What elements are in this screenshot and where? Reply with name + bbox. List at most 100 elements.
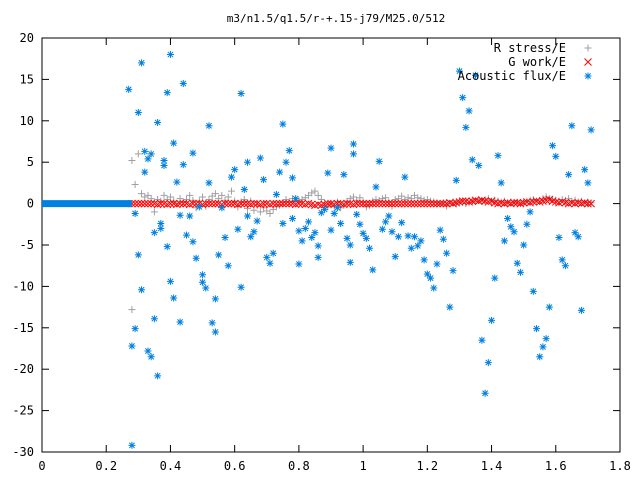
data-point	[574, 233, 582, 241]
data-point	[231, 166, 239, 174]
data-point	[529, 287, 537, 295]
data-point	[452, 176, 460, 184]
x-tick-label: 0.8	[288, 459, 310, 473]
data-point	[433, 260, 441, 268]
data-point	[144, 199, 152, 208]
data-point	[349, 140, 357, 148]
data-point	[488, 316, 496, 324]
data-point	[215, 251, 223, 259]
data-point	[128, 441, 136, 449]
data-point	[150, 208, 158, 216]
legend-label: R stress/E	[494, 41, 566, 55]
data-point	[160, 162, 168, 170]
data-point	[179, 161, 187, 169]
data-point	[443, 249, 451, 257]
data-point	[144, 155, 152, 163]
data-point	[237, 283, 245, 291]
data-point	[523, 197, 531, 205]
data-point	[577, 306, 585, 314]
data-point	[250, 199, 258, 208]
data-point	[352, 199, 361, 208]
data-point	[520, 241, 528, 249]
data-point	[472, 197, 479, 205]
data-point	[189, 149, 197, 157]
data-point	[163, 243, 171, 251]
data-point	[375, 199, 384, 208]
data-point	[391, 195, 399, 203]
data-point	[156, 199, 165, 208]
data-point	[263, 253, 271, 261]
data-point	[221, 199, 229, 208]
data-point	[420, 256, 428, 264]
data-point	[266, 259, 274, 267]
data-point	[343, 199, 351, 208]
data-point	[407, 199, 416, 208]
data-point	[581, 166, 589, 174]
y-tick-label: -5	[20, 238, 34, 252]
data-point	[176, 318, 184, 326]
data-point	[224, 262, 232, 270]
data-point	[542, 335, 550, 343]
x-tick-label: 1.4	[481, 459, 503, 473]
data-point	[211, 190, 219, 198]
data-point	[201, 199, 210, 208]
data-point	[353, 210, 361, 218]
legend-marker	[584, 58, 592, 66]
data-point	[285, 147, 293, 155]
data-point	[401, 199, 409, 208]
data-point	[533, 325, 541, 333]
data-point	[526, 208, 534, 216]
data-point	[234, 225, 242, 233]
data-point	[163, 89, 171, 97]
data-point	[314, 242, 322, 250]
data-point	[459, 94, 467, 102]
data-point	[199, 193, 207, 201]
data-point	[430, 284, 438, 292]
data-point	[202, 284, 210, 292]
data-point	[378, 199, 387, 208]
data-point	[349, 193, 357, 201]
data-point	[141, 193, 149, 201]
data-point	[382, 218, 390, 226]
data-point	[410, 233, 418, 241]
data-point	[388, 199, 396, 208]
data-point	[166, 277, 174, 285]
legend-marker	[584, 72, 592, 80]
data-point	[240, 199, 249, 208]
data-point	[240, 195, 248, 203]
data-point	[272, 190, 280, 198]
data-point	[221, 234, 229, 242]
data-point	[404, 199, 412, 208]
data-point	[240, 186, 248, 194]
data-point	[211, 295, 219, 303]
data-point	[510, 198, 518, 207]
data-point	[439, 235, 447, 243]
y-tick-label: -10	[12, 279, 34, 293]
data-point	[138, 190, 146, 198]
data-point	[189, 199, 197, 208]
data-point	[423, 195, 431, 203]
data-point	[391, 199, 400, 208]
data-point	[558, 256, 566, 264]
data-point	[288, 174, 296, 182]
data-point	[170, 139, 178, 147]
series-layer	[42, 51, 595, 449]
data-point	[366, 244, 374, 252]
data-point	[218, 191, 226, 199]
data-point	[131, 199, 139, 208]
data-point	[391, 253, 399, 261]
data-point	[205, 122, 213, 130]
data-point	[279, 219, 287, 227]
data-point	[465, 199, 473, 207]
y-tick-label: 10	[20, 114, 34, 128]
x-tick-label: 0.6	[224, 459, 246, 473]
data-point	[147, 353, 155, 361]
data-point	[282, 158, 290, 166]
data-point	[458, 197, 467, 205]
data-point	[179, 80, 187, 88]
data-point	[134, 109, 142, 117]
x-tick-label: 0	[38, 459, 45, 473]
data-point	[199, 278, 207, 286]
series-3	[42, 51, 595, 449]
data-point	[484, 359, 492, 367]
